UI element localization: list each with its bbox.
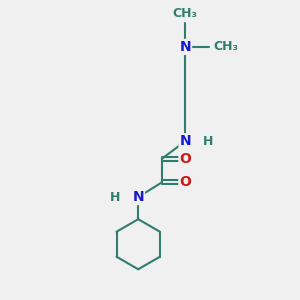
Text: H: H bbox=[110, 190, 121, 204]
Text: CH₃: CH₃ bbox=[213, 40, 238, 53]
Text: H: H bbox=[203, 135, 213, 148]
Text: N: N bbox=[132, 190, 144, 204]
Text: N: N bbox=[179, 40, 191, 54]
Text: O: O bbox=[179, 152, 191, 166]
Text: N: N bbox=[179, 134, 191, 148]
Text: CH₃: CH₃ bbox=[173, 8, 198, 20]
Text: O: O bbox=[179, 176, 191, 189]
